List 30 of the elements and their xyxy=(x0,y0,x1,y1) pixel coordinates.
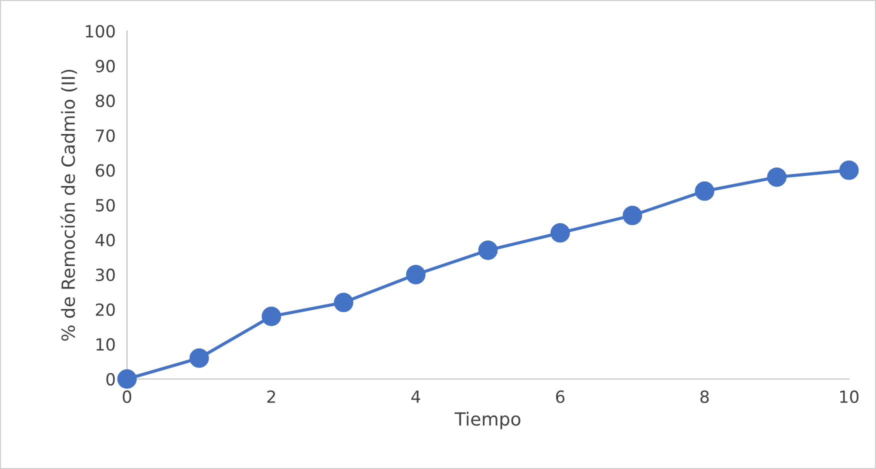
y-tick-label: 0 xyxy=(106,372,115,386)
y-tick-label: 10 xyxy=(96,338,115,351)
point xyxy=(117,369,137,389)
y-tick-label: 60 xyxy=(96,164,115,177)
point xyxy=(767,167,787,187)
x-tick-label: 0 xyxy=(122,390,132,404)
y-tick-label: 70 xyxy=(96,129,115,142)
point xyxy=(406,264,426,284)
y-tick-label: 30 xyxy=(96,268,115,282)
point xyxy=(839,160,859,180)
y-tick-label: 90 xyxy=(96,60,115,72)
y-axis-title: % de Remoción de Cadmio (II) xyxy=(60,70,78,341)
x-tick-label: 2 xyxy=(267,390,276,403)
x-axis-title: Tiempo xyxy=(454,412,520,430)
point xyxy=(189,348,209,368)
x-tick-label: 10 xyxy=(840,390,858,404)
point xyxy=(550,223,570,243)
point xyxy=(622,206,642,226)
y-tick-label: 20 xyxy=(96,303,115,316)
x-tick-label: 4 xyxy=(411,390,420,403)
y-tick-label: 40 xyxy=(95,234,115,246)
x-tick-label: 6 xyxy=(556,390,564,404)
point xyxy=(262,306,282,326)
point xyxy=(694,181,714,201)
point xyxy=(478,240,498,260)
y-tick-label: 80 xyxy=(96,94,115,108)
x-tick-label: 8 xyxy=(700,390,709,404)
y-tick-label: 50 xyxy=(96,198,115,212)
y-tick-label: 100 xyxy=(86,24,115,38)
point xyxy=(334,292,354,312)
